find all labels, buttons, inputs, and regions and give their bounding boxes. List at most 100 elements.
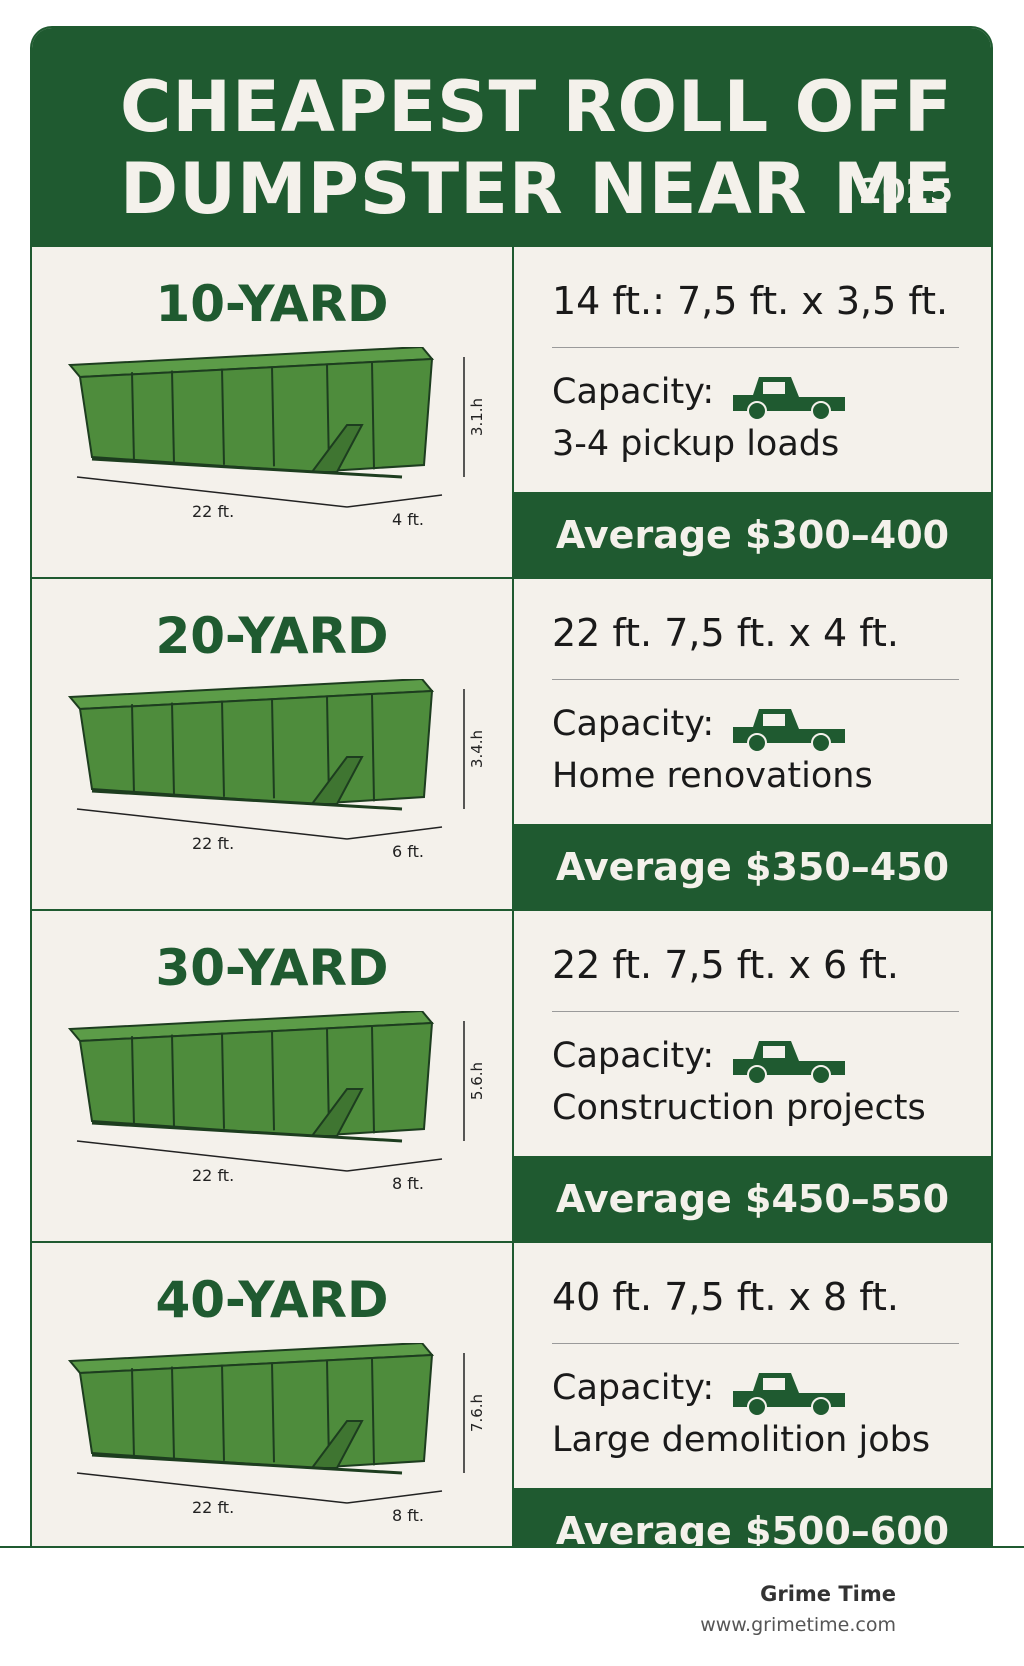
truck-icon	[733, 709, 845, 751]
header: CHEAPEST ROLL OFF DUMPSTER NEAR ME 2025	[32, 28, 991, 245]
width-label: 6 ft.	[392, 842, 424, 861]
dimensions: 14 ft.: 7,5 ft. x 3,5 ft.	[552, 279, 949, 323]
width-label: 8 ft.	[392, 1506, 424, 1525]
capacity: Home renovations	[552, 756, 873, 796]
title-line: DUMPSTER NEAR ME	[120, 148, 953, 230]
left-cell: 40-YARD 22 ft. 8 ft. 7.6.h	[32, 1243, 514, 1548]
dim-line	[76, 808, 348, 840]
left-cell: 30-YARD 22 ft. 8 ft. 5.6.h	[32, 911, 514, 1242]
height-label: 3.4.h	[468, 730, 486, 768]
dim-line	[76, 1140, 348, 1172]
capacity-label: Capacity:	[552, 1036, 715, 1076]
rib	[371, 362, 375, 470]
rib	[131, 1368, 135, 1459]
right-cell: 22 ft. 7,5 ft. x 6 ft. Capacity: Construct…	[514, 911, 991, 1242]
size-name: 40-YARD	[155, 1271, 389, 1329]
rib	[271, 366, 275, 467]
dim-line	[346, 1158, 443, 1172]
rib	[131, 372, 135, 463]
size-row: 40-YARD 22 ft. 8 ft. 7.6.h 40 ft. 7,5 ft. x …	[32, 1241, 991, 1548]
rib	[171, 370, 175, 464]
truck-icon	[733, 377, 845, 419]
rib	[131, 1036, 135, 1127]
rib	[171, 702, 175, 796]
rib	[271, 1362, 275, 1463]
size-row: 10-YARD 22 ft. 4 ft. 3.1.h 14 ft.: 7,5 ft. x…	[32, 245, 991, 578]
truck-icon	[733, 1041, 845, 1083]
wheel	[811, 1397, 831, 1415]
rib	[171, 1034, 175, 1128]
wheel	[747, 733, 767, 751]
height-label: 3.1.h	[468, 398, 486, 436]
truck-window	[763, 382, 785, 394]
size-name: 20-YARD	[155, 607, 389, 665]
capacity-label: Capacity:	[552, 704, 715, 744]
size-name: 10-YARD	[155, 275, 389, 333]
rib	[221, 1032, 225, 1129]
price: Average $350–450	[514, 824, 991, 910]
year: 2025	[858, 172, 953, 212]
capacity-label: Capacity:	[552, 372, 715, 412]
rib	[221, 700, 225, 797]
dim-line	[346, 1490, 443, 1504]
dimensions: 22 ft. 7,5 ft. x 6 ft.	[552, 943, 899, 987]
dim-line	[76, 476, 348, 508]
length-label: 22 ft.	[192, 1498, 234, 1517]
wheel	[811, 1065, 831, 1083]
separator	[552, 679, 959, 680]
dim-line	[76, 1472, 348, 1504]
price: Average $300–400	[514, 492, 991, 578]
length-label: 22 ft.	[192, 834, 234, 853]
dimensions: 22 ft. 7,5 ft. x 4 ft.	[552, 611, 899, 655]
rib	[271, 698, 275, 799]
separator	[552, 1011, 959, 1012]
right-cell: 22 ft. 7,5 ft. x 4 ft. Capacity: Home reno…	[514, 579, 991, 910]
wheel	[747, 401, 767, 419]
capacity-label: Capacity:	[552, 1368, 715, 1408]
separator	[552, 347, 959, 348]
title-line: CHEAPEST ROLL OFF	[120, 66, 953, 148]
base	[91, 789, 403, 811]
height-label: 5.6.h	[468, 1062, 486, 1100]
size-name: 30-YARD	[155, 939, 389, 997]
right-cell: 14 ft.: 7,5 ft. x 3,5 ft. Capacity: 3-4 pi…	[514, 247, 991, 578]
rib	[271, 1030, 275, 1131]
length-label: 22 ft.	[192, 502, 234, 521]
rib	[371, 1026, 375, 1134]
height-label: 7.6.h	[468, 1394, 486, 1432]
dumpster-diagram: 22 ft. 6 ft. 3.4.h	[67, 679, 486, 861]
rib	[131, 704, 135, 795]
truck-window	[763, 1378, 785, 1390]
rib	[371, 694, 375, 802]
size-row: 20-YARD 22 ft. 6 ft. 3.4.h 22 ft. 7,5 ft. x …	[32, 577, 991, 910]
rib	[371, 1358, 375, 1466]
dim-line	[346, 494, 443, 508]
left-cell: 10-YARD 22 ft. 4 ft. 3.1.h	[32, 247, 514, 578]
right-cell: 40 ft. 7,5 ft. x 8 ft. Capacity: Large dem…	[514, 1243, 991, 1548]
truck-window	[763, 1046, 785, 1058]
rib	[171, 1366, 175, 1460]
width-label: 4 ft.	[392, 510, 424, 529]
capacity: Construction projects	[552, 1088, 926, 1128]
base	[91, 1121, 403, 1143]
size-row: 30-YARD 22 ft. 8 ft. 5.6.h 22 ft. 7,5 ft. x …	[32, 909, 991, 1242]
width-label: 8 ft.	[392, 1174, 424, 1193]
dumpster-diagram: 22 ft. 4 ft. 3.1.h	[67, 347, 486, 529]
dimensions: 40 ft. 7,5 ft. x 8 ft.	[552, 1275, 899, 1319]
rib	[221, 368, 225, 465]
capacity: 3-4 pickup loads	[552, 424, 840, 464]
rib	[221, 1364, 225, 1461]
left-cell: 20-YARD 22 ft. 6 ft. 3.4.h	[32, 579, 514, 910]
price: Average $500–600	[514, 1488, 991, 1548]
dim-line	[346, 826, 443, 840]
dumpster-diagram: 22 ft. 8 ft. 5.6.h	[67, 1011, 486, 1193]
card: CHEAPEST ROLL OFF DUMPSTER NEAR ME 2025 …	[30, 26, 993, 1548]
price: Average $450–550	[514, 1156, 991, 1242]
wheel	[747, 1065, 767, 1083]
footer-line	[0, 1546, 1024, 1548]
url: www.grimetime.com	[700, 1614, 896, 1636]
length-label: 22 ft.	[192, 1166, 234, 1185]
wheel	[811, 733, 831, 751]
truck-icon	[733, 1373, 845, 1415]
